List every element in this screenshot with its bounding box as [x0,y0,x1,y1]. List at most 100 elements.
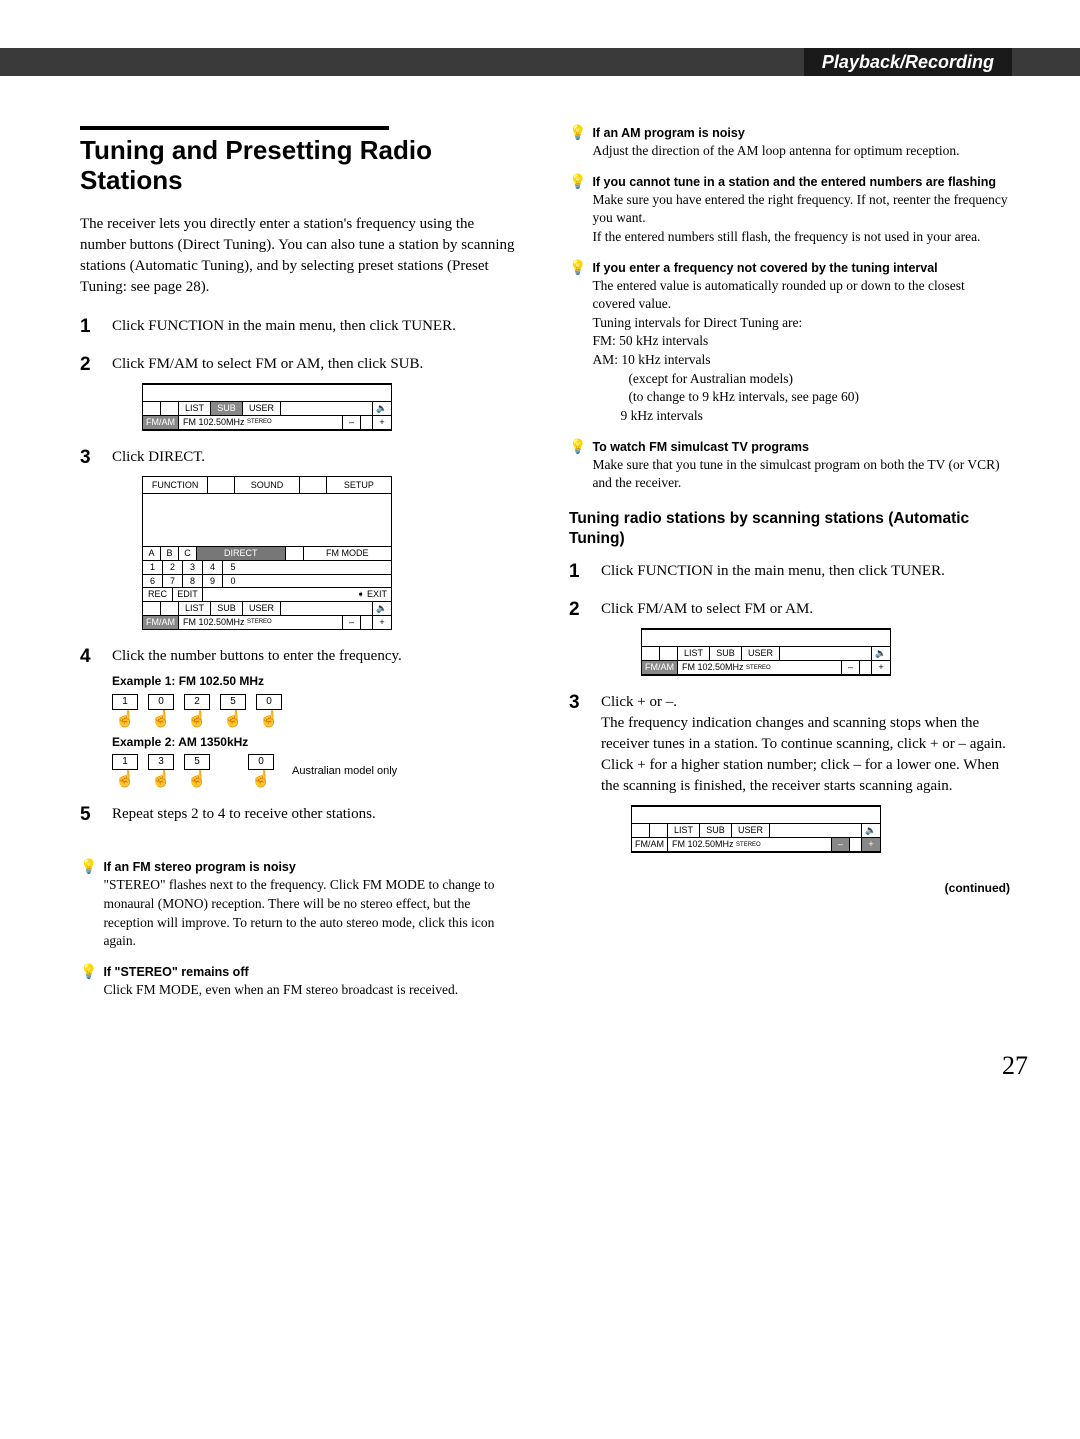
hand-icon: ☝ [112,772,138,788]
setup-label: SETUP [327,477,391,494]
num-6: 6 [143,575,163,588]
minus-label: – [842,661,860,674]
mute-icon: 🔈 [373,602,391,615]
example-1-label: Example 1: FM 102.50 MHz [112,673,521,690]
step-text-inner: Click the number buttons to enter the fr… [112,648,402,664]
lightbulb-icon: 💡 [80,965,97,1000]
step-3: 3 Click DIRECT. FUNCTION SOUND SETUP A B [80,447,521,630]
step-text: Click FM/AM to select FM or AM. LIST SUB… [601,599,1010,676]
step-text-a: Click + or –. [601,694,677,710]
step-text-inner: Click DIRECT. [112,449,205,465]
hand-icon: ☝ [184,772,210,788]
step-text: Click FUNCTION in the main menu, then cl… [601,561,1010,583]
step-text: Click FM/AM to select FM or AM, then cli… [112,354,521,431]
tip-stereo-off: 💡 If "STEREO" remains off Click FM MODE,… [80,965,521,1000]
plus-label: + [872,661,890,674]
tip-title: If you cannot tune in a station and the … [592,175,1010,189]
list-label: LIST [668,824,700,837]
num-7: 7 [163,575,183,588]
preset-c: C [179,547,197,560]
step-number: 3 [569,692,587,853]
step-5: 5 Repeat steps 2 to 4 to receive other s… [80,804,521,826]
tip-am-noisy: 💡 If an AM program is noisy Adjust the d… [569,126,1010,161]
lightbulb-icon: 💡 [569,126,586,161]
step-text: Click the number buttons to enter the fr… [112,646,521,789]
key-2: 2 [184,694,210,710]
list-label: LIST [678,647,710,660]
hand-icon: ☝ [148,712,174,728]
continued-label: (continued) [569,881,1010,895]
tip-body: Make sure you have entered the right fre… [592,191,1010,247]
sub-label: SUB [211,402,243,415]
tip-freq-interval: 💡 If you enter a frequency not covered b… [569,261,1010,426]
step-number: 1 [569,561,587,583]
step-4: 4 Click the number buttons to enter the … [80,646,521,789]
step-1: 1 Click FUNCTION in the main menu, then … [80,316,521,338]
user-label: USER [742,647,780,660]
auto-step-2: 2 Click FM/AM to select FM or AM. LIST S… [569,599,1010,676]
key-1: 1 [112,694,138,710]
step-number: 5 [80,804,98,826]
plus-label: + [373,416,391,429]
hand-icon: ☝ [248,772,274,788]
tip-title: If an FM stereo program is noisy [103,860,521,874]
right-column: 💡 If an AM program is noisy Adjust the d… [569,126,1010,1013]
title-rule [80,126,389,130]
step-2: 2 Click FM/AM to select FM or AM, then c… [80,354,521,431]
num-8: 8 [183,575,203,588]
hand-icon: ☝ [256,712,282,728]
num-1: 1 [143,561,163,574]
minus-label: – [343,416,361,429]
tip-body: "STEREO" flashes next to the frequency. … [103,876,521,951]
direct-button: DIRECT [197,547,286,560]
hand-icon: ☝ [184,712,210,728]
lightbulb-icon: 💡 [569,175,586,247]
frequency-value: FM 102.50MHz STEREO [179,616,343,629]
preset-a: A [143,547,161,560]
mute-icon: 🔈 [872,647,890,660]
num-9: 9 [203,575,223,588]
hand-icon: ☝ [112,712,138,728]
example-2-label: Example 2: AM 1350kHz [112,734,521,751]
band-label: FM/AM [143,416,179,429]
key-0: 0 [256,694,282,710]
list-label: LIST [179,402,211,415]
lightbulb-icon: 💡 [80,860,97,951]
step-number: 2 [569,599,587,676]
minus-label: – [832,838,850,851]
tuner-display: LIST SUB USER 🔈 FM/AM FM 102.50MHz STERE… [641,628,891,676]
step-number: 1 [80,316,98,338]
band-label: FM/AM [642,661,678,674]
key-5: 5 [184,754,210,770]
step-number: 2 [80,354,98,431]
tip-fm-noisy: 💡 If an FM stereo program is noisy "STER… [80,860,521,951]
rec-label: REC [143,588,173,601]
num-5: 5 [223,561,243,574]
num-2: 2 [163,561,183,574]
tuner-display: LIST SUB USER 🔈 FM/AM FM 102.50MHz STERE… [142,383,392,431]
user-label: USER [243,602,281,615]
sub-label: SUB [211,602,243,615]
preset-b: B [161,547,179,560]
tip-body: Adjust the direction of the AM loop ante… [592,142,959,161]
step-number: 4 [80,646,98,789]
auto-step-1: 1 Click FUNCTION in the main menu, then … [569,561,1010,583]
lightbulb-icon: 💡 [569,440,586,493]
page-number: 27 [0,1051,1080,1081]
num-0: 0 [223,575,243,588]
edit-label: EDIT [173,588,203,601]
tip-title: If you enter a frequency not covered by … [592,261,1010,275]
mute-icon: 🔈 [862,824,880,837]
tip-body: The entered value is automatically round… [592,277,1010,426]
key-0: 0 [248,754,274,770]
left-column: Tuning and Presetting Radio Stations The… [80,126,521,1013]
plus-label: + [862,838,880,851]
list-label: LIST [179,602,211,615]
automatic-tuning-heading: Tuning radio stations by scanning statio… [569,509,1010,549]
step-text: Click + or –. The frequency indication c… [601,692,1010,853]
page-title: Tuning and Presetting Radio Stations [80,136,521,196]
step-text: Repeat steps 2 to 4 to receive other sta… [112,804,521,826]
step-text-inner: Click FM/AM to select FM or AM. [601,601,813,617]
sub-label: SUB [700,824,732,837]
tip-body: Click FM MODE, even when an FM stereo br… [103,981,458,1000]
